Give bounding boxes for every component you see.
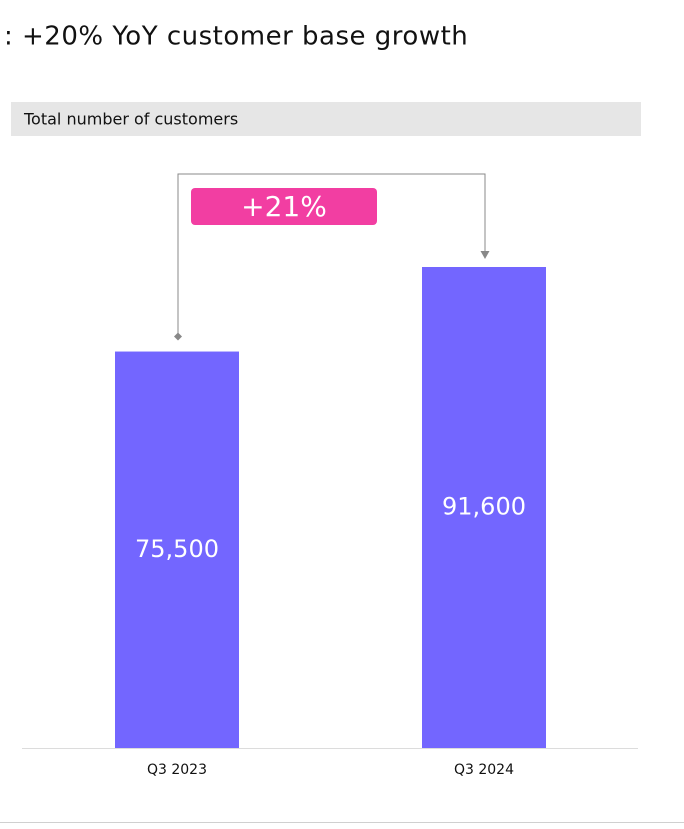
annotation: +21% [241, 190, 327, 223]
chart-subtitle: Total number of customers [23, 110, 238, 129]
chart-title: : +20% YoY customer base growth [4, 22, 468, 52]
value-label: 75,500 [135, 535, 219, 563]
value-label: 91,600 [442, 493, 526, 521]
subtitle-band [11, 102, 641, 136]
arrow-head [480, 251, 490, 259]
growth-bracket [177, 173, 486, 337]
bracket-start [174, 332, 182, 341]
annotation-badge [191, 188, 377, 225]
x-tick-label: Q3 2024 [454, 762, 514, 778]
x-tick-label: Q3 2023 [147, 762, 207, 778]
bar [115, 351, 239, 748]
bar [422, 267, 546, 748]
